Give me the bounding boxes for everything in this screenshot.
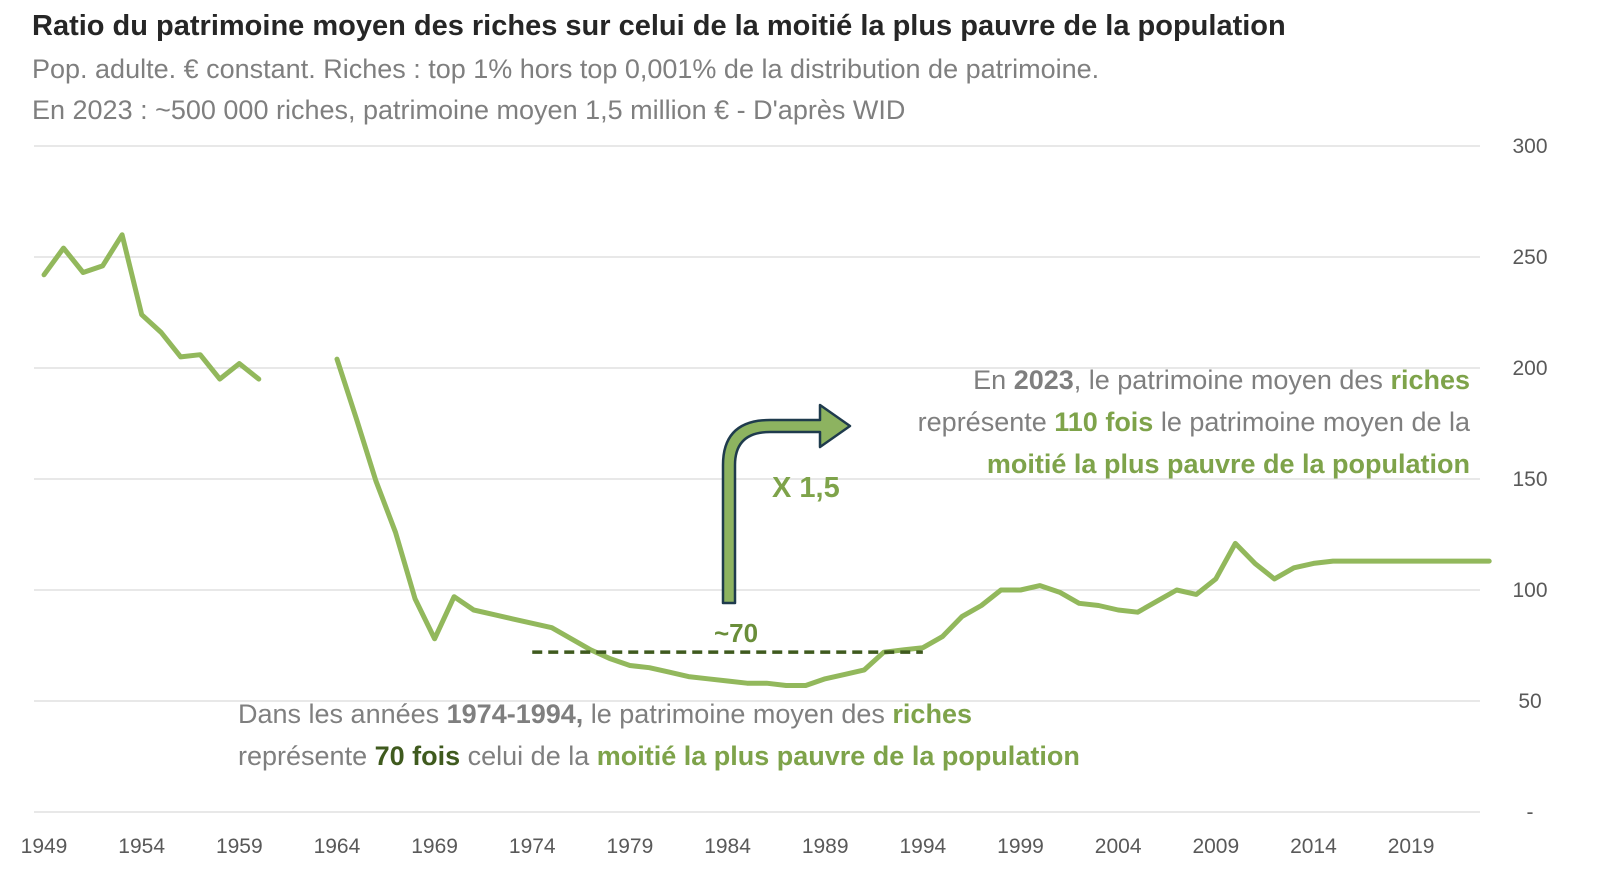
annot-text: représente: [917, 407, 1055, 437]
annot-riches: riches: [892, 699, 972, 729]
growth-arrow-icon: [721, 403, 852, 605]
annot-text: le patrimoine moyen des: [583, 699, 893, 729]
annot-text: En: [973, 365, 1014, 395]
annot-period: 1974-1994,: [446, 699, 584, 729]
x-tick-label: 1969: [411, 835, 458, 858]
annotation-1974-1994: Dans les années 1974-1994, le patrimoine…: [238, 693, 1080, 777]
x-tick-label: 2004: [1095, 835, 1142, 858]
x-tick-label: 1984: [704, 835, 751, 858]
x-tick-label: 1964: [314, 835, 361, 858]
x-tick-label: 2009: [1192, 835, 1239, 858]
annotation-1974-line2: représente 70 fois celui de la moitié la…: [238, 735, 1080, 777]
y-tick-label: 250: [1512, 246, 1547, 269]
x-tick-label: 1974: [509, 835, 556, 858]
annot-year: 2023: [1013, 365, 1074, 395]
annot-text: Dans les années: [238, 699, 447, 729]
annot-70-fois: 70 fois: [374, 741, 461, 771]
y-tick-label: 50: [1518, 690, 1541, 713]
x-tick-label: 1979: [607, 835, 654, 858]
x-tick-label: 1999: [997, 835, 1044, 858]
x-tick-label: 2014: [1290, 835, 1337, 858]
y-tick-label: 100: [1512, 579, 1547, 602]
series-lines: [41, 232, 1492, 688]
series-line: [334, 356, 1492, 688]
annotation-1974-line1: Dans les années 1974-1994, le patrimoine…: [238, 693, 1080, 735]
y-tick-label: 150: [1512, 468, 1547, 491]
x-tick-label: 1954: [118, 835, 165, 858]
reference-line-label: ~70: [714, 618, 759, 648]
chart-title: Ratio du patrimoine moyen des riches sur…: [32, 10, 1286, 42]
x-tick-label: 1959: [216, 835, 263, 858]
y-axis: - 50 100 150 200 250 300: [1512, 135, 1547, 824]
annotation-2023-line3: moitié la plus pauvre de la population: [986, 449, 1470, 479]
annot-moitie: moitié la plus pauvre de la population: [596, 741, 1080, 771]
x-tick-label: 1989: [802, 835, 849, 858]
annot-text: représente: [238, 741, 375, 771]
annotation-2023: En 2023, le patrimoine moyen des riches …: [918, 359, 1470, 485]
growth-label: X 1,5: [772, 472, 840, 504]
annot-text: , le patrimoine moyen des: [1073, 365, 1391, 395]
annotation-2023-line2: représente 110 fois le patrimoine moyen …: [918, 401, 1470, 443]
annot-text: celui de la: [460, 741, 597, 771]
chart-subtitle-line2: En 2023 : ~500 000 riches, patrimoine mo…: [32, 95, 906, 125]
series-line: [41, 232, 262, 382]
y-tick-label: -: [1527, 801, 1534, 824]
x-tick-label: 2019: [1388, 835, 1435, 858]
annotation-2023-line1: En 2023, le patrimoine moyen des riches: [918, 359, 1470, 401]
x-tick-label: 1994: [899, 835, 946, 858]
annot-text: le patrimoine moyen de la: [1153, 407, 1470, 437]
y-tick-label: 200: [1512, 357, 1547, 380]
chart-subtitle-line1: Pop. adulte. € constant. Riches : top 1%…: [32, 54, 1100, 84]
annot-riches: riches: [1390, 365, 1470, 395]
x-axis: 1949 1954 1959 1964 1969 1974 1979 1984 1989 1994…: [21, 835, 1435, 858]
x-tick-label: 1949: [21, 835, 68, 858]
y-tick-label: 300: [1512, 135, 1547, 158]
annot-110-fois: 110 fois: [1054, 407, 1154, 437]
gridlines: [34, 145, 1480, 813]
